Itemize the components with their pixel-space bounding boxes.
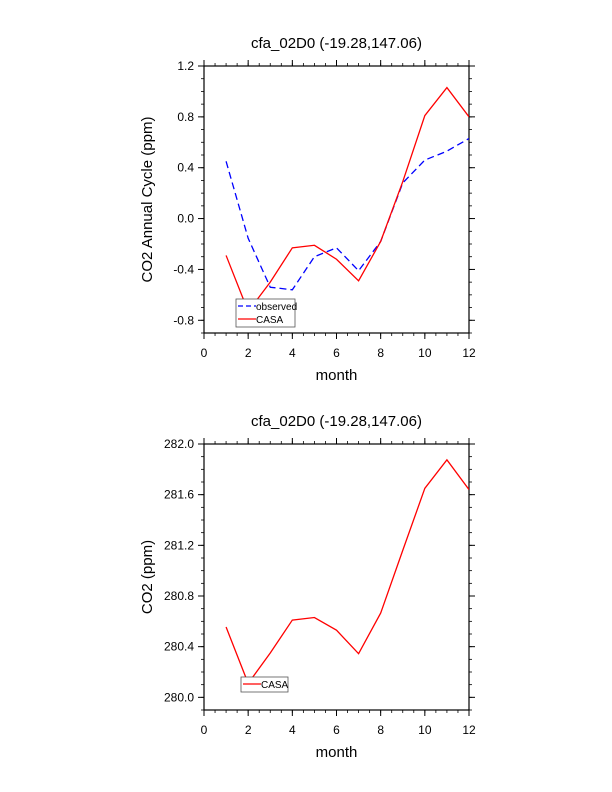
y-tick-label: 281.2 bbox=[164, 538, 194, 552]
x-tick-label: 4 bbox=[289, 723, 296, 737]
legend: CASA bbox=[240, 676, 289, 693]
legend-label: CASA bbox=[261, 680, 289, 691]
legend: observed CASA bbox=[235, 298, 297, 328]
y-tick-label: 1.2 bbox=[177, 59, 194, 73]
series-line-casa bbox=[225, 458, 469, 685]
legend-label: CASA bbox=[256, 315, 284, 326]
plot-frame bbox=[203, 65, 470, 334]
x-tick-label: 6 bbox=[333, 723, 340, 737]
y-tick-label: 0.8 bbox=[177, 110, 194, 124]
x-tick-label: 2 bbox=[245, 723, 252, 737]
y-tick-label: 0.0 bbox=[177, 212, 194, 226]
y-tick-label: -0.4 bbox=[173, 262, 194, 276]
series-line-casa bbox=[225, 86, 469, 313]
y-tick-label: 282.0 bbox=[164, 437, 194, 451]
y-tick-label: 280.8 bbox=[164, 589, 194, 603]
x-tick-label: 2 bbox=[245, 346, 252, 360]
chart-2: cfa_02D0 (-19.28,147.06) month CO2 (ppm) 0 2… bbox=[139, 413, 476, 761]
y-axis-label: CO2 (ppm) bbox=[139, 540, 156, 614]
x-tick-label: 10 bbox=[418, 723, 432, 737]
x-tick-label: 6 bbox=[333, 346, 340, 360]
y-tick-label: -0.8 bbox=[173, 313, 194, 327]
x-tick-label: 8 bbox=[377, 346, 384, 360]
y-tick-label: 0.4 bbox=[177, 161, 194, 175]
x-tick-label: 0 bbox=[201, 723, 208, 737]
x-tick-label: 4 bbox=[289, 346, 296, 360]
legend-label: observed bbox=[256, 302, 297, 313]
plot-frame bbox=[203, 443, 470, 711]
y-axis-label: CO2 Annual Cycle (ppm) bbox=[139, 117, 156, 283]
x-tick-label: 10 bbox=[418, 346, 432, 360]
y-tick-label: 281.6 bbox=[164, 488, 194, 502]
x-axis-label: month bbox=[316, 367, 358, 384]
x-axis-label: month bbox=[316, 744, 358, 761]
chart-title: cfa_02D0 (-19.28,147.06) bbox=[251, 413, 422, 430]
x-tick-label: 0 bbox=[201, 346, 208, 360]
chart-1: cfa_02D0 (-19.28,147.06) month CO2 Annual … bbox=[139, 35, 476, 384]
y-tick-label: 280.4 bbox=[164, 640, 194, 654]
y-tick-label: 280.0 bbox=[164, 690, 194, 704]
legend-box bbox=[240, 676, 289, 693]
x-tick-label: 12 bbox=[462, 346, 476, 360]
legend-box bbox=[235, 298, 296, 328]
x-tick-label: 8 bbox=[377, 723, 384, 737]
chart-title: cfa_02D0 (-19.28,147.06) bbox=[251, 35, 422, 52]
x-tick-label: 12 bbox=[462, 723, 476, 737]
series-line-observed bbox=[225, 137, 469, 291]
